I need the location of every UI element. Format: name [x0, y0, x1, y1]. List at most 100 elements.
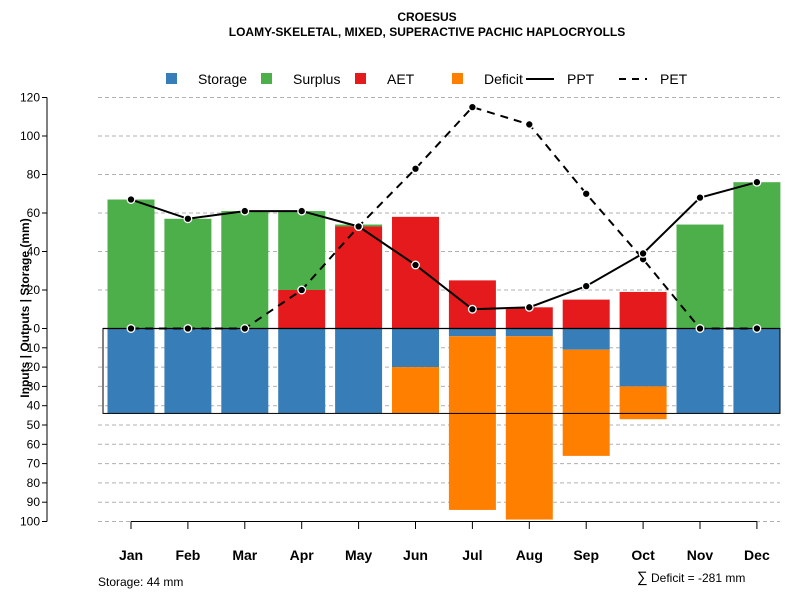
- deficit-sum-symbol: ∑: [637, 569, 648, 586]
- bar-deficit-jul: [448, 336, 496, 510]
- bar-storage-jun: [392, 328, 439, 368]
- bar-storage-feb: [164, 328, 212, 414]
- ppt-point-apr: [297, 206, 307, 216]
- chart-title: CROESUS: [397, 10, 456, 24]
- bar-aet-apr: [278, 290, 326, 329]
- bar-deficit-jun: [392, 367, 439, 414]
- bar-aet-aug: [505, 307, 553, 329]
- chart-subtitle: LOAMY-SKELETAL, MIXED, SUPERACTIVE PACHI…: [229, 25, 625, 39]
- y-tick-label-bottom-100: 100: [20, 515, 40, 529]
- ppt-point-feb: [183, 214, 193, 224]
- bar-surplus-apr: [278, 211, 326, 290]
- legend-label-ppt: PPT: [567, 71, 595, 87]
- ppt-point-aug: [524, 302, 534, 312]
- x-tick-label-feb: Feb: [175, 547, 200, 563]
- bar-storage-jan: [107, 328, 155, 414]
- y-tick-label-bottom-70: 70: [27, 457, 41, 471]
- legend: Storage Surplus AET Deficit PPT PET: [166, 71, 688, 87]
- y-tick-label-bottom-30: 30: [27, 379, 41, 393]
- y-tick-label-top-120: 120: [20, 91, 40, 105]
- ppt-point-may: [354, 222, 364, 231]
- bar-storage-may: [335, 328, 383, 414]
- bar-aet-sep: [562, 299, 610, 329]
- pet-point-feb: [183, 324, 193, 333]
- pet-point-jun: [411, 164, 420, 174]
- legend-swatch-storage: [166, 73, 177, 84]
- pet-point-sep: [581, 189, 591, 199]
- y-tick-label-bottom-40: 40: [27, 399, 41, 413]
- x-tick-label-aug: Aug: [516, 547, 543, 563]
- ppt-point-sep: [581, 281, 591, 291]
- pet-point-apr: [297, 285, 307, 295]
- bar-deficit-aug: [505, 336, 553, 520]
- legend-label-pet: PET: [660, 71, 688, 87]
- y-tick-label-bottom-10: 10: [27, 341, 41, 355]
- bar-surplus-jan: [107, 199, 155, 329]
- legend-swatch-aet: [355, 73, 366, 84]
- bar-surplus-feb: [164, 218, 212, 329]
- x-tick-label-apr: Apr: [290, 547, 315, 563]
- y-tick-label-top-60: 60: [27, 206, 41, 220]
- x-tick-label-may: May: [345, 547, 372, 563]
- bar-storage-nov: [676, 328, 724, 414]
- pet-point-dec: [752, 324, 762, 333]
- deficit-footnote: Deficit = -281 mm: [651, 571, 745, 585]
- bar-storage-jul: [448, 328, 496, 337]
- bar-surplus-dec: [733, 182, 781, 329]
- pet-point-jul: [467, 102, 477, 112]
- x-tick-label-jan: Jan: [119, 547, 143, 563]
- bar-storage-aug: [505, 328, 553, 337]
- bar-aet-jul: [448, 280, 496, 329]
- bar-storage-oct: [619, 328, 667, 387]
- x-tick-label-dec: Dec: [744, 547, 770, 563]
- y-tick-label-bottom-50: 50: [27, 418, 41, 432]
- y-tick-label-top-80: 80: [27, 168, 41, 182]
- y-tick-label-bottom-60: 60: [27, 437, 41, 451]
- bar-storage-apr: [278, 328, 326, 414]
- pet-point-nov: [695, 324, 705, 333]
- bar-aet-jun: [392, 216, 439, 329]
- x-tick-label-oct: Oct: [631, 547, 655, 563]
- bar-deficit-sep: [562, 349, 610, 456]
- legend-label-aet: AET: [387, 71, 415, 87]
- ppt-point-dec: [752, 177, 762, 187]
- ppt-point-jan: [126, 195, 136, 204]
- y-tick-label-top-40: 40: [27, 245, 41, 259]
- bar-surplus-mar: [221, 211, 269, 329]
- legend-swatch-surplus: [261, 73, 272, 84]
- bar-storage-dec: [733, 328, 781, 414]
- bar-aet-may: [335, 226, 383, 329]
- bar-aet-oct: [619, 291, 667, 329]
- y-tick-label-bottom-80: 80: [27, 476, 41, 490]
- y-axis-label: Inputs | Outputs | Storage (mm): [18, 218, 32, 397]
- ppt-point-mar: [240, 206, 250, 216]
- ppt-point-jun: [411, 260, 420, 270]
- legend-label-deficit: Deficit: [484, 71, 523, 87]
- ppt-point-nov: [695, 193, 705, 203]
- y-tick-label-top-0: 0: [33, 322, 40, 336]
- pet-point-aug: [524, 119, 534, 129]
- bar-storage-mar: [221, 328, 269, 414]
- y-tick-label-top-100: 100: [20, 129, 40, 143]
- y-tick-label-top-20: 20: [27, 283, 41, 297]
- pet-point-mar: [240, 324, 250, 333]
- pet-line: [131, 105, 757, 330]
- bar-storage-sep: [562, 328, 610, 350]
- x-tick-label-jul: Jul: [462, 547, 482, 563]
- legend-swatch-deficit: [452, 73, 463, 84]
- pet-point-jan: [126, 324, 136, 333]
- legend-label-surplus: Surplus: [293, 71, 340, 87]
- x-tick-label-nov: Nov: [687, 547, 714, 563]
- bar-deficit-oct: [619, 386, 667, 420]
- series-lines: [126, 102, 762, 333]
- bar-surplus-nov: [676, 224, 724, 329]
- y-tick-label-bottom-20: 20: [27, 360, 41, 374]
- axes: 0 20 40 60 80 100 120 10 20 30 40 50 60 70 80 90 100 Jan F…: [20, 91, 770, 564]
- ppt-point-oct: [638, 248, 648, 258]
- legend-label-storage: Storage: [198, 71, 247, 87]
- x-tick-label-sep: Sep: [573, 547, 599, 563]
- storage-footnote: Storage: 44 mm: [98, 575, 183, 589]
- ppt-line: [130, 181, 758, 311]
- bars: [102, 182, 781, 520]
